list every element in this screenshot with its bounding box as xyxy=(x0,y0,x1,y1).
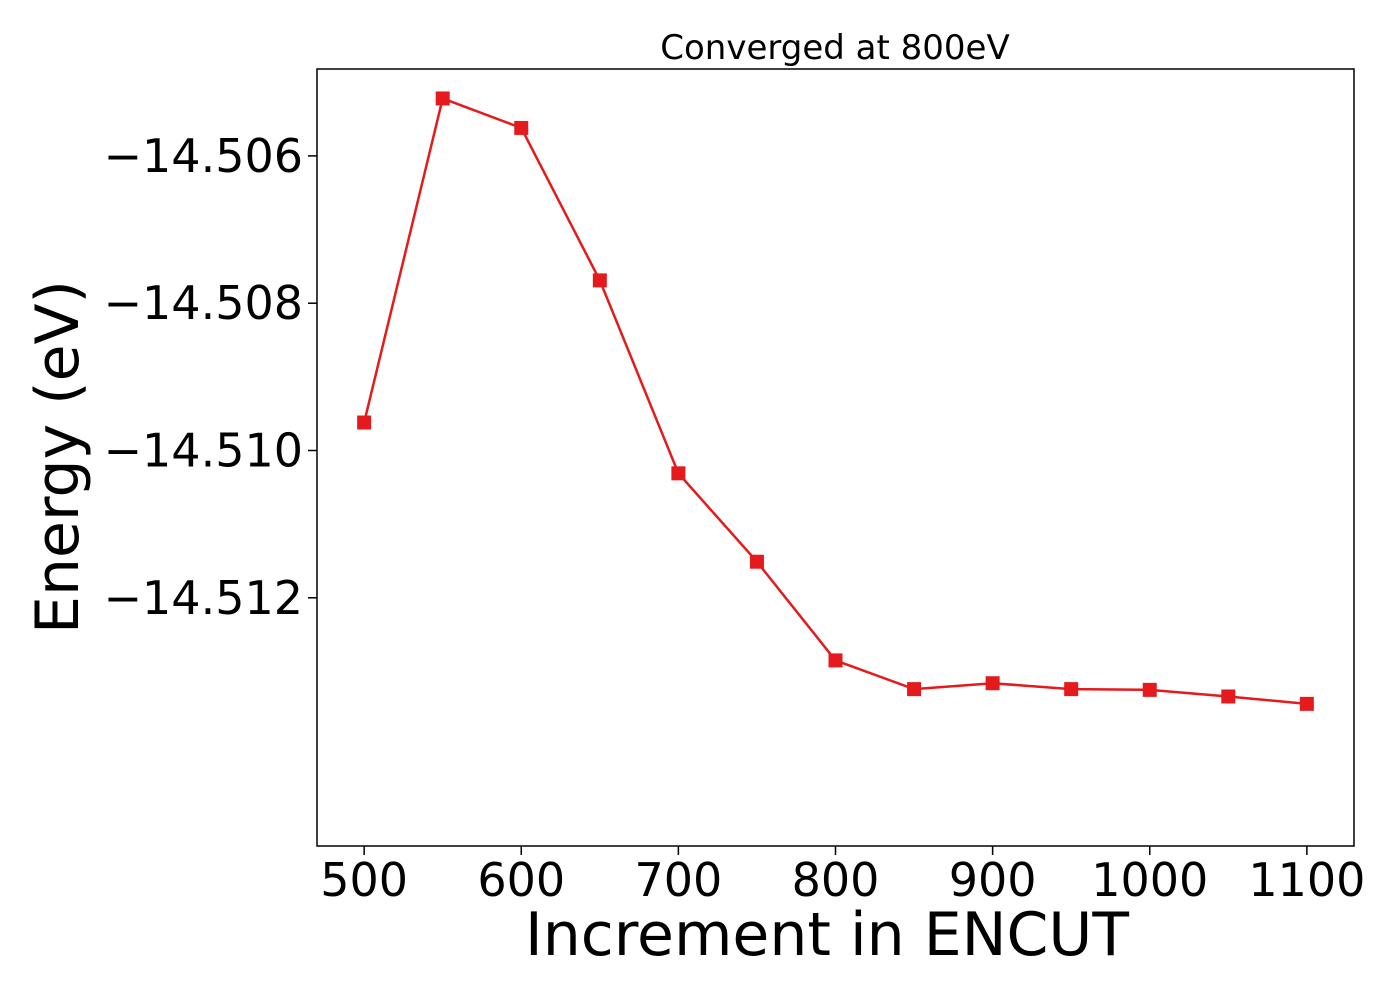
data-point-marker xyxy=(985,676,1000,691)
chart-title: Converged at 800eV xyxy=(660,28,1009,68)
data-point-marker xyxy=(1064,682,1079,697)
x-axis-label: Increment in ENCUT xyxy=(525,900,1129,970)
x-tick-label: 1100 xyxy=(1248,853,1365,907)
data-point-marker xyxy=(435,91,450,106)
data-point-marker xyxy=(749,554,764,569)
data-point-marker xyxy=(1221,689,1236,704)
data-point-marker xyxy=(1142,682,1157,697)
y-tick-label: −14.512 xyxy=(104,571,304,625)
y-tick-label: −14.508 xyxy=(104,276,304,330)
y-tick-label: −14.510 xyxy=(104,424,304,478)
series-line xyxy=(362,96,1307,706)
x-tick-label: 900 xyxy=(949,853,1037,907)
x-tick-label: 700 xyxy=(634,853,722,907)
y-tick-label: −14.506 xyxy=(104,129,304,183)
y-axis: −14.506 −14.508 −14.510 −14.512 xyxy=(104,129,317,625)
data-point-marker xyxy=(907,682,922,697)
data-point-marker xyxy=(592,273,607,288)
x-axis: 500 600 700 800 900 1000 1100 xyxy=(320,846,1365,907)
x-tick-label: 600 xyxy=(477,853,565,907)
x-tick-label: 1000 xyxy=(1091,853,1208,907)
data-point-marker xyxy=(1299,696,1314,711)
data-point-marker xyxy=(514,120,529,135)
x-tick-label: 500 xyxy=(320,853,408,907)
data-point-marker xyxy=(357,415,372,430)
data-point-marker xyxy=(828,653,843,668)
x-tick-label: 800 xyxy=(792,853,880,907)
plot-area-frame xyxy=(316,68,1355,847)
data-point-marker xyxy=(671,466,686,481)
series-group xyxy=(357,91,1314,711)
y-axis-label: Energy (eV) xyxy=(23,280,93,634)
